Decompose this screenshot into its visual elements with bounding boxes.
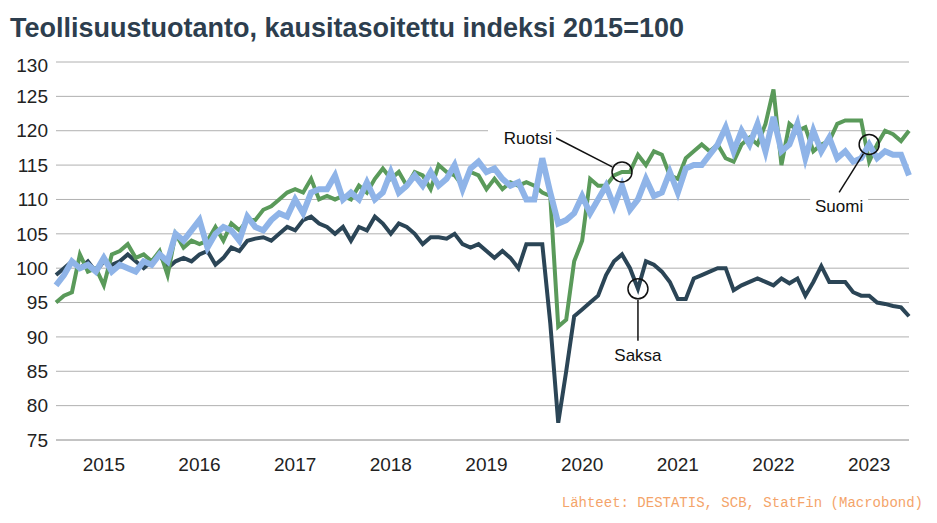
svg-text:105: 105 (16, 224, 48, 245)
svg-text:80: 80 (27, 395, 48, 416)
html-text:Lähteet: DESTATIS, SCB, StatFi: Lähteet: DESTATIS, SCB, StatFin (Macrobo… (561, 495, 923, 511)
svg-text:125: 125 (16, 86, 48, 107)
svg-text:100: 100 (16, 258, 48, 279)
svg-text:110: 110 (18, 189, 48, 210)
svg-text:2016: 2016 (178, 454, 220, 475)
svg-text:2023: 2023 (848, 454, 890, 475)
svg-text:2019: 2019 (465, 454, 507, 475)
svg-text:Saksa: Saksa (614, 346, 662, 365)
html-text:Teollisuustuotanto, kausitasoi: Teollisuustuotanto, kausitasoitettu inde… (10, 13, 684, 43)
svg-text:130: 130 (16, 55, 48, 76)
svg-text:85: 85 (27, 361, 48, 382)
svg-text:2018: 2018 (370, 454, 412, 475)
svg-text:75: 75 (27, 430, 48, 451)
svg-text:120: 120 (16, 120, 48, 141)
svg-text:Ruotsi: Ruotsi (504, 129, 552, 148)
svg-text:2022: 2022 (752, 454, 794, 475)
svg-text:2015: 2015 (83, 454, 125, 475)
svg-text:95: 95 (27, 292, 48, 313)
svg-text:90: 90 (27, 327, 48, 348)
svg-text:2020: 2020 (561, 454, 603, 475)
svg-text:2017: 2017 (274, 454, 316, 475)
svg-text:Suomi: Suomi (815, 197, 863, 216)
svg-text:115: 115 (18, 155, 48, 176)
svg-text:2021: 2021 (657, 454, 699, 475)
